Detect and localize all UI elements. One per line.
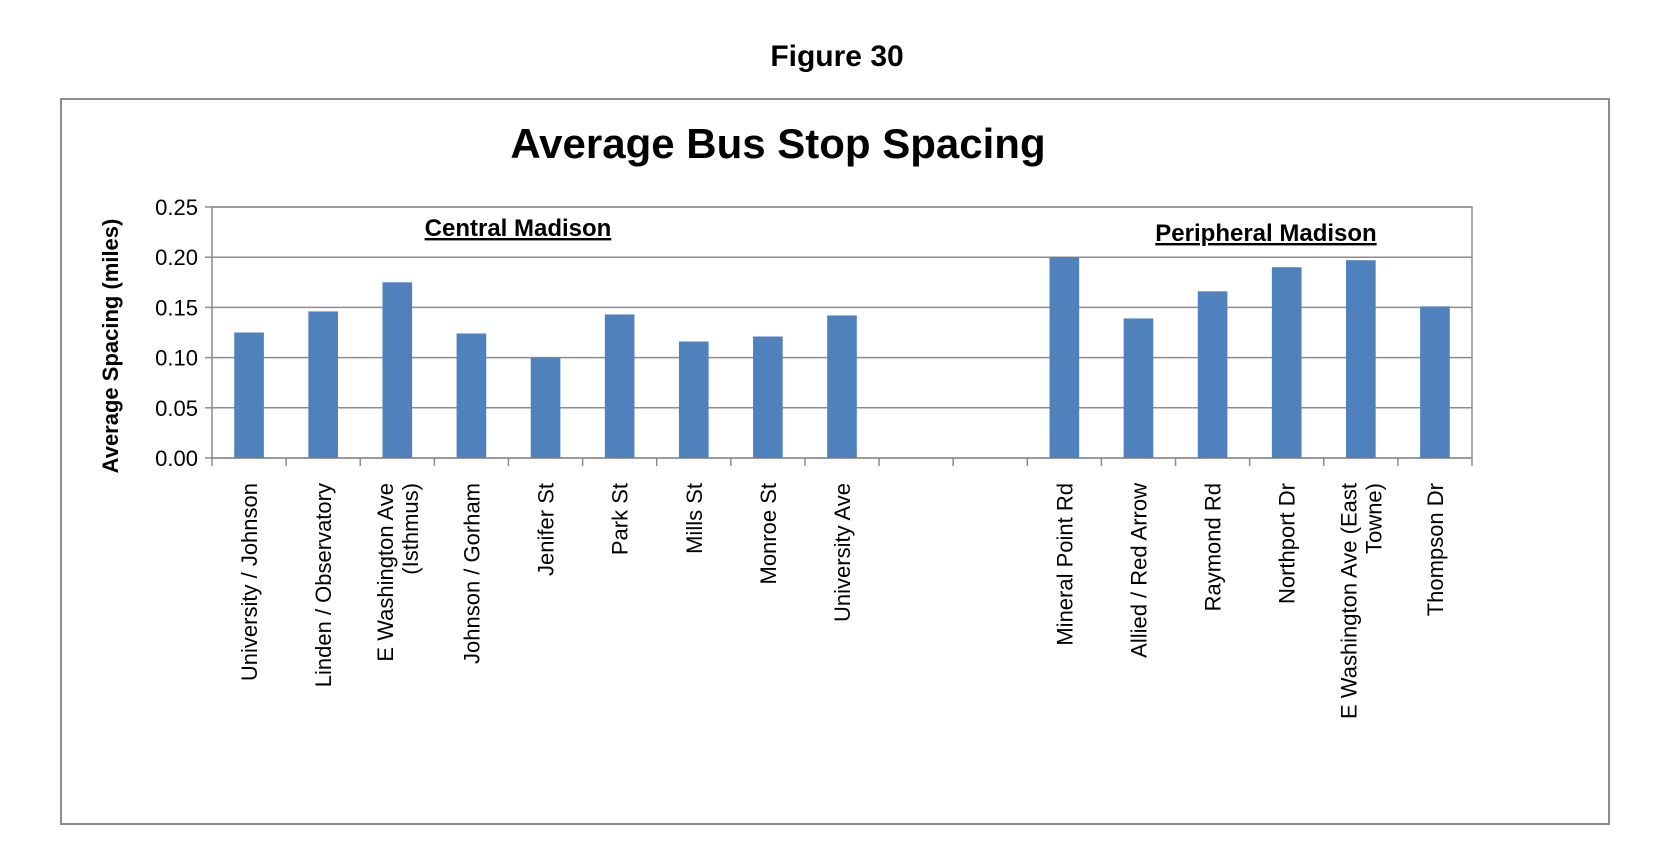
y-tick-label: 0.20 (155, 245, 198, 270)
bar (382, 282, 413, 458)
bar (234, 332, 264, 458)
y-tick-label: 0.05 (155, 396, 198, 421)
x-tick-label: University / Johnson (237, 483, 262, 681)
chart-frame: Average Bus Stop Spacing Average Spacing… (60, 98, 1610, 825)
bar (1049, 257, 1080, 458)
bar (678, 341, 709, 458)
figure-caption: Figure 30 (770, 40, 904, 73)
y-axis-label: Average Spacing (miles) (98, 219, 123, 474)
chart-title: Average Bus Stop Spacing (510, 120, 1045, 167)
x-tick-label: Jenifer St (534, 483, 559, 576)
x-tick-label: Linden / Observatory (311, 483, 336, 687)
x-tick-label: E Washington Ave(Isthmus) (373, 483, 423, 662)
x-tick-label: University Ave (830, 483, 855, 622)
bar (1346, 260, 1376, 458)
annotation-peripheral-madison: Peripheral Madison (1155, 220, 1376, 247)
bar (1123, 318, 1154, 458)
bar-chart: Average Bus Stop Spacing Average Spacing… (98, 120, 1473, 719)
x-tick-label: E Washington Ave (EastTowne) (1336, 483, 1386, 719)
x-tick-label: Raymond Rd (1201, 483, 1226, 611)
x-tick-label: Northport Dr (1275, 483, 1300, 604)
bar (1197, 291, 1228, 458)
bar (1420, 306, 1450, 458)
y-tick-label: 0.15 (155, 295, 198, 320)
x-tick-label: Park St (608, 483, 633, 555)
bar (308, 311, 338, 458)
bar (604, 314, 635, 458)
bar (827, 315, 857, 458)
x-tick-label: Mills St (682, 483, 707, 554)
y-tick-label: 0.10 (155, 346, 198, 371)
x-tick-label: Allied / Red Arrow (1126, 483, 1151, 658)
y-tick-label: 0.25 (155, 195, 198, 220)
bar (1271, 267, 1302, 458)
x-tick-label: Thompson Dr (1423, 483, 1448, 616)
bar (753, 336, 783, 458)
bar (456, 333, 487, 458)
x-tick-label: Monroe St (756, 483, 781, 585)
x-tick-label: Johnson / Gorham (459, 483, 484, 664)
y-tick-label: 0.00 (155, 446, 198, 471)
x-tick-label: Mineral Point Rd (1052, 483, 1077, 646)
annotation-central-madison: Central Madison (425, 215, 612, 242)
bar (530, 357, 561, 458)
